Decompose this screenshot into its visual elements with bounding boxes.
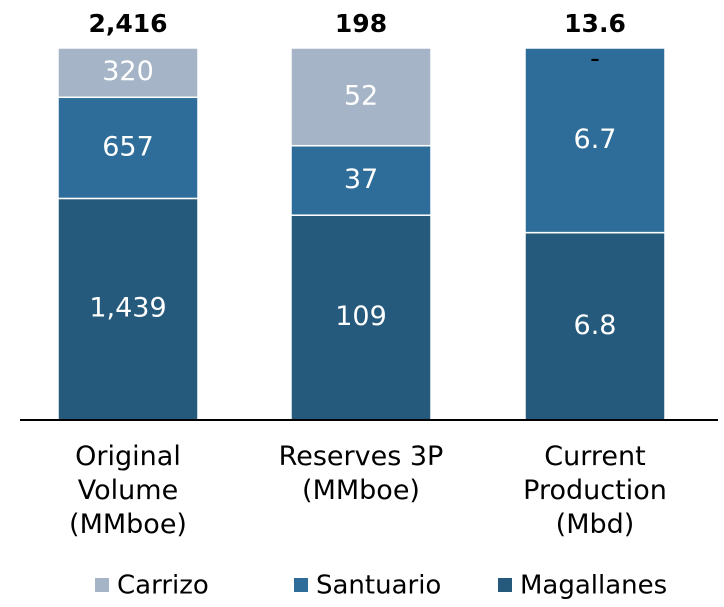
total-label: 198 bbox=[335, 9, 387, 38]
total-label: 13.6 bbox=[564, 9, 626, 38]
x-tick-label: Original Volume (MMboe) bbox=[69, 441, 187, 540]
data-label: 657 bbox=[102, 131, 154, 162]
data-label: 109 bbox=[335, 301, 387, 332]
data-label: 320 bbox=[102, 56, 154, 87]
bar-segment bbox=[57, 47, 199, 99]
bar-segment bbox=[290, 144, 432, 216]
bar-segment bbox=[290, 47, 432, 147]
legend-label: Carrizo bbox=[117, 571, 209, 601]
legend-swatch bbox=[95, 578, 109, 592]
legend-label: Santuario bbox=[316, 571, 441, 601]
total-label: 2,416 bbox=[88, 9, 167, 38]
legend-swatch bbox=[294, 578, 308, 592]
data-label: 6.8 bbox=[574, 310, 617, 341]
data-label: 1,439 bbox=[89, 293, 166, 324]
bar-segment bbox=[524, 47, 666, 234]
data-label: 52 bbox=[344, 80, 378, 111]
legend-label: Magallanes bbox=[520, 571, 667, 601]
data-label: 37 bbox=[344, 164, 378, 195]
data-label: 6.7 bbox=[574, 124, 617, 155]
bar-segment bbox=[57, 197, 199, 421]
legend-swatch bbox=[498, 578, 512, 592]
x-tick-label: Current Production (Mbd) bbox=[523, 441, 667, 540]
data-label: - bbox=[590, 44, 600, 75]
bar-segment bbox=[524, 231, 666, 421]
x-tick-label: Reserves 3P (MMboe) bbox=[278, 441, 444, 506]
